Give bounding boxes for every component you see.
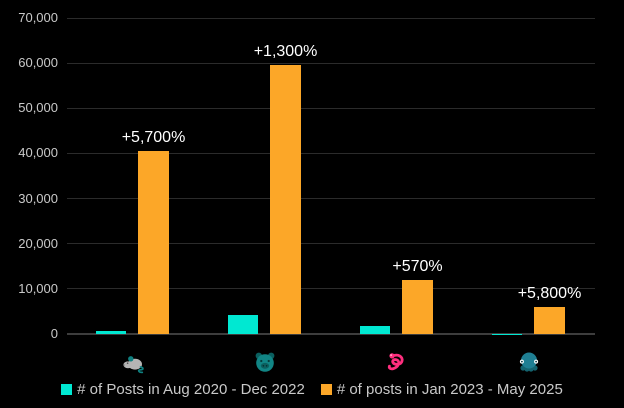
- x-axis-line: [67, 333, 595, 335]
- legend-swatch: [61, 384, 73, 395]
- bar-orange-octopus: [534, 307, 565, 334]
- snake-icon: [385, 350, 409, 379]
- bar-teal-mouse: [96, 330, 126, 334]
- y-tick-label: 60,000: [18, 55, 58, 71]
- gridline: [67, 288, 595, 290]
- gridline: [67, 17, 595, 19]
- y-tick-label: 50,000: [18, 100, 58, 116]
- legend-entry: # of Posts in Aug 2020 - Dec 2022: [61, 381, 305, 398]
- y-tick-label: 20,000: [18, 235, 58, 251]
- bar-orange-mouse: [138, 150, 169, 334]
- y-tick-label: 40,000: [18, 145, 58, 161]
- legend: # of Posts in Aug 2020 - Dec 2022 # of po…: [0, 381, 624, 398]
- growth-label: +5,700%: [121, 128, 186, 146]
- y-tick-label: 0: [50, 326, 58, 341]
- gridline: [67, 62, 595, 64]
- y-tick-label: 30,000: [18, 190, 58, 206]
- gridline: [67, 243, 595, 245]
- bar-orange-pig-face: [270, 65, 301, 334]
- y-tick-label: 70,000: [18, 10, 58, 25]
- legend-swatch: [320, 384, 332, 395]
- pig-face-icon: [253, 350, 277, 379]
- growth-label: +570%: [392, 257, 443, 275]
- gridline: [67, 107, 595, 109]
- legend-label: # of posts in Jan 2023 - May 2025: [336, 381, 563, 398]
- y-tick-label: 10,000: [18, 280, 58, 296]
- legend-entry: # of posts in Jan 2023 - May 2025: [320, 381, 563, 398]
- growth-label: +5,800%: [517, 285, 582, 303]
- mouse-icon: [121, 350, 145, 379]
- bar-teal-snake: [360, 325, 390, 334]
- gridline: [67, 152, 595, 154]
- growth-label: +1,300%: [253, 43, 318, 61]
- octopus-icon: [517, 350, 541, 379]
- bar-teal-pig-face: [228, 314, 258, 334]
- gridline: [67, 198, 595, 200]
- bar-orange-snake: [402, 279, 433, 334]
- legend-label: # of Posts in Aug 2020 - Dec 2022: [77, 381, 305, 398]
